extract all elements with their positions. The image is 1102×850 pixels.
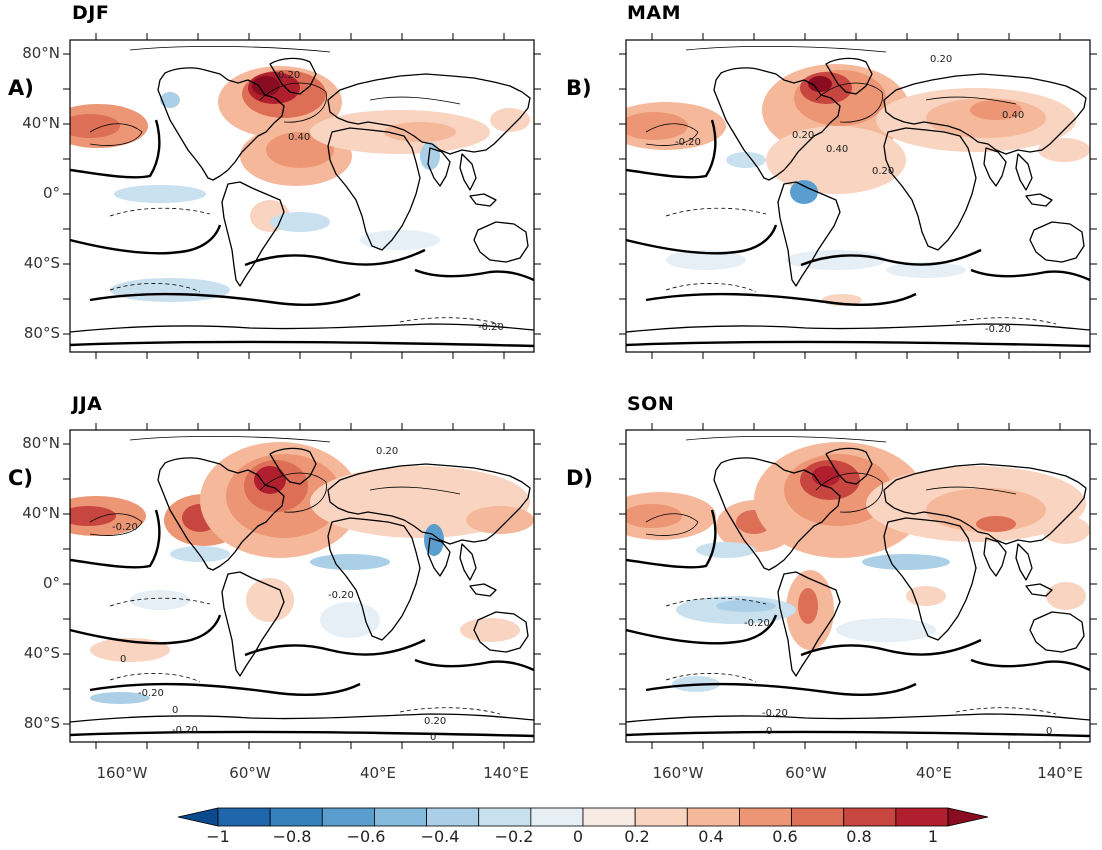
cb-label-m02: −0.2 [494, 827, 534, 846]
cb-label-m06: −0.6 [346, 827, 386, 846]
contour-label-d1: -0.20 [744, 618, 770, 629]
lat-label-40s-top: 40°S [23, 254, 60, 272]
cb-label-04: 0.4 [698, 827, 724, 846]
lat-label-40s-bottom: 40°S [23, 644, 60, 662]
contour-label-b4: 0.20 [872, 166, 894, 177]
contour-label-c8: 0 [430, 732, 436, 743]
contour-label-b3: 0.40 [826, 144, 848, 155]
contour-label-d4: 0 [1046, 726, 1052, 737]
panel-b-field [626, 45, 1090, 348]
cb-label-m1: −1 [206, 827, 230, 846]
panel-a-label: A) [8, 76, 34, 100]
lon-label-40e-left: 40°E [359, 764, 397, 782]
colorbar-swatch [426, 807, 480, 827]
panel-c-field [70, 435, 534, 738]
lat-label-0-top: 0° [42, 184, 60, 202]
lon-label-140e-right: 140°E [1037, 764, 1083, 782]
lat-label-0-bottom: 0° [42, 574, 60, 592]
contour-label-b6: 0.20 [930, 54, 952, 65]
colorbar-swatch [478, 807, 532, 827]
contour-label-c1: -0.20 [112, 522, 138, 533]
cb-label-1: 1 [927, 827, 939, 846]
lon-label-160w-left: 160°W [96, 764, 148, 782]
panel-c-label: C) [8, 466, 34, 490]
lat-label-40n-top: 40°N [22, 114, 60, 132]
colorbar-swatch [739, 807, 792, 827]
colorbar [177, 807, 989, 827]
contour-label-c5: 0.20 [376, 446, 398, 457]
colorbar-swatch [321, 807, 375, 827]
contour-label-c2: -0.20 [138, 688, 164, 699]
colorbar-swatch [843, 807, 897, 827]
colorbar-right-arrow [947, 807, 989, 827]
contour-label-c9: -0.20 [328, 590, 354, 601]
cb-label-0: 0 [572, 827, 584, 846]
lat-label-40n-bottom: 40°N [22, 504, 60, 522]
contour-label-c6: 0 [120, 654, 126, 665]
contour-label-c3: 0 [172, 705, 178, 716]
lon-label-40e-right: 40°E [915, 764, 953, 782]
lat-label-80s-top: 80°S [23, 324, 60, 342]
colorbar-swatch [374, 807, 427, 827]
cb-label-m04: −0.4 [420, 827, 460, 846]
colorbar-swatch [895, 807, 949, 827]
lon-label-140e-left: 140°E [483, 764, 529, 782]
contour-label-c4: -0.20 [172, 725, 198, 736]
cb-label-06: 0.6 [772, 827, 798, 846]
panel-a-field [70, 45, 534, 348]
panel-a-season: DJF [72, 2, 110, 24]
colorbar-swatch [791, 807, 845, 827]
cb-label-02: 0.2 [624, 827, 650, 846]
colorbar-left-arrow [177, 807, 219, 827]
contour-label-b1: -0.20 [675, 137, 701, 148]
contour-label-b5: 0.40 [1002, 110, 1024, 121]
lat-label-80n-top: 80°N [22, 44, 60, 62]
panel-b-season: MAM [627, 2, 682, 24]
colorbar-swatch [217, 807, 271, 827]
panel-d-label: D) [566, 466, 594, 490]
colorbar-swatch [634, 807, 688, 827]
lon-label-60w-right: 60°W [785, 764, 827, 782]
colorbar-swatch [582, 807, 636, 827]
contour-label-a2: 0.20 [278, 70, 300, 81]
panel-c-season: JJA [72, 393, 103, 415]
lon-label-60w-left: 60°W [229, 764, 271, 782]
cb-label-m08: −0.8 [272, 827, 312, 846]
lon-label-160w-right: 160°W [652, 764, 704, 782]
panel-b-label: B) [566, 76, 592, 100]
colorbar-swatch [269, 807, 323, 827]
contour-label-b7: -0.20 [985, 324, 1011, 335]
contour-label-b2: 0.20 [792, 130, 814, 141]
contour-label-a3: -0.20 [478, 322, 504, 333]
lat-label-80n-bottom: 80°N [22, 434, 60, 452]
lat-label-80s-bottom: 80°S [23, 714, 60, 732]
colorbar-swatch [530, 807, 584, 827]
panel-d-field [626, 435, 1090, 738]
contour-label-a1: 0.40 [288, 132, 310, 143]
cb-label-08: 0.8 [846, 827, 872, 846]
colorbar-swatch [686, 807, 740, 827]
contour-label-d2: -0.20 [762, 708, 788, 719]
contour-label-d3: 0 [766, 726, 772, 737]
panel-d-season: SON [627, 393, 675, 415]
contour-label-c7: 0.20 [424, 716, 446, 727]
